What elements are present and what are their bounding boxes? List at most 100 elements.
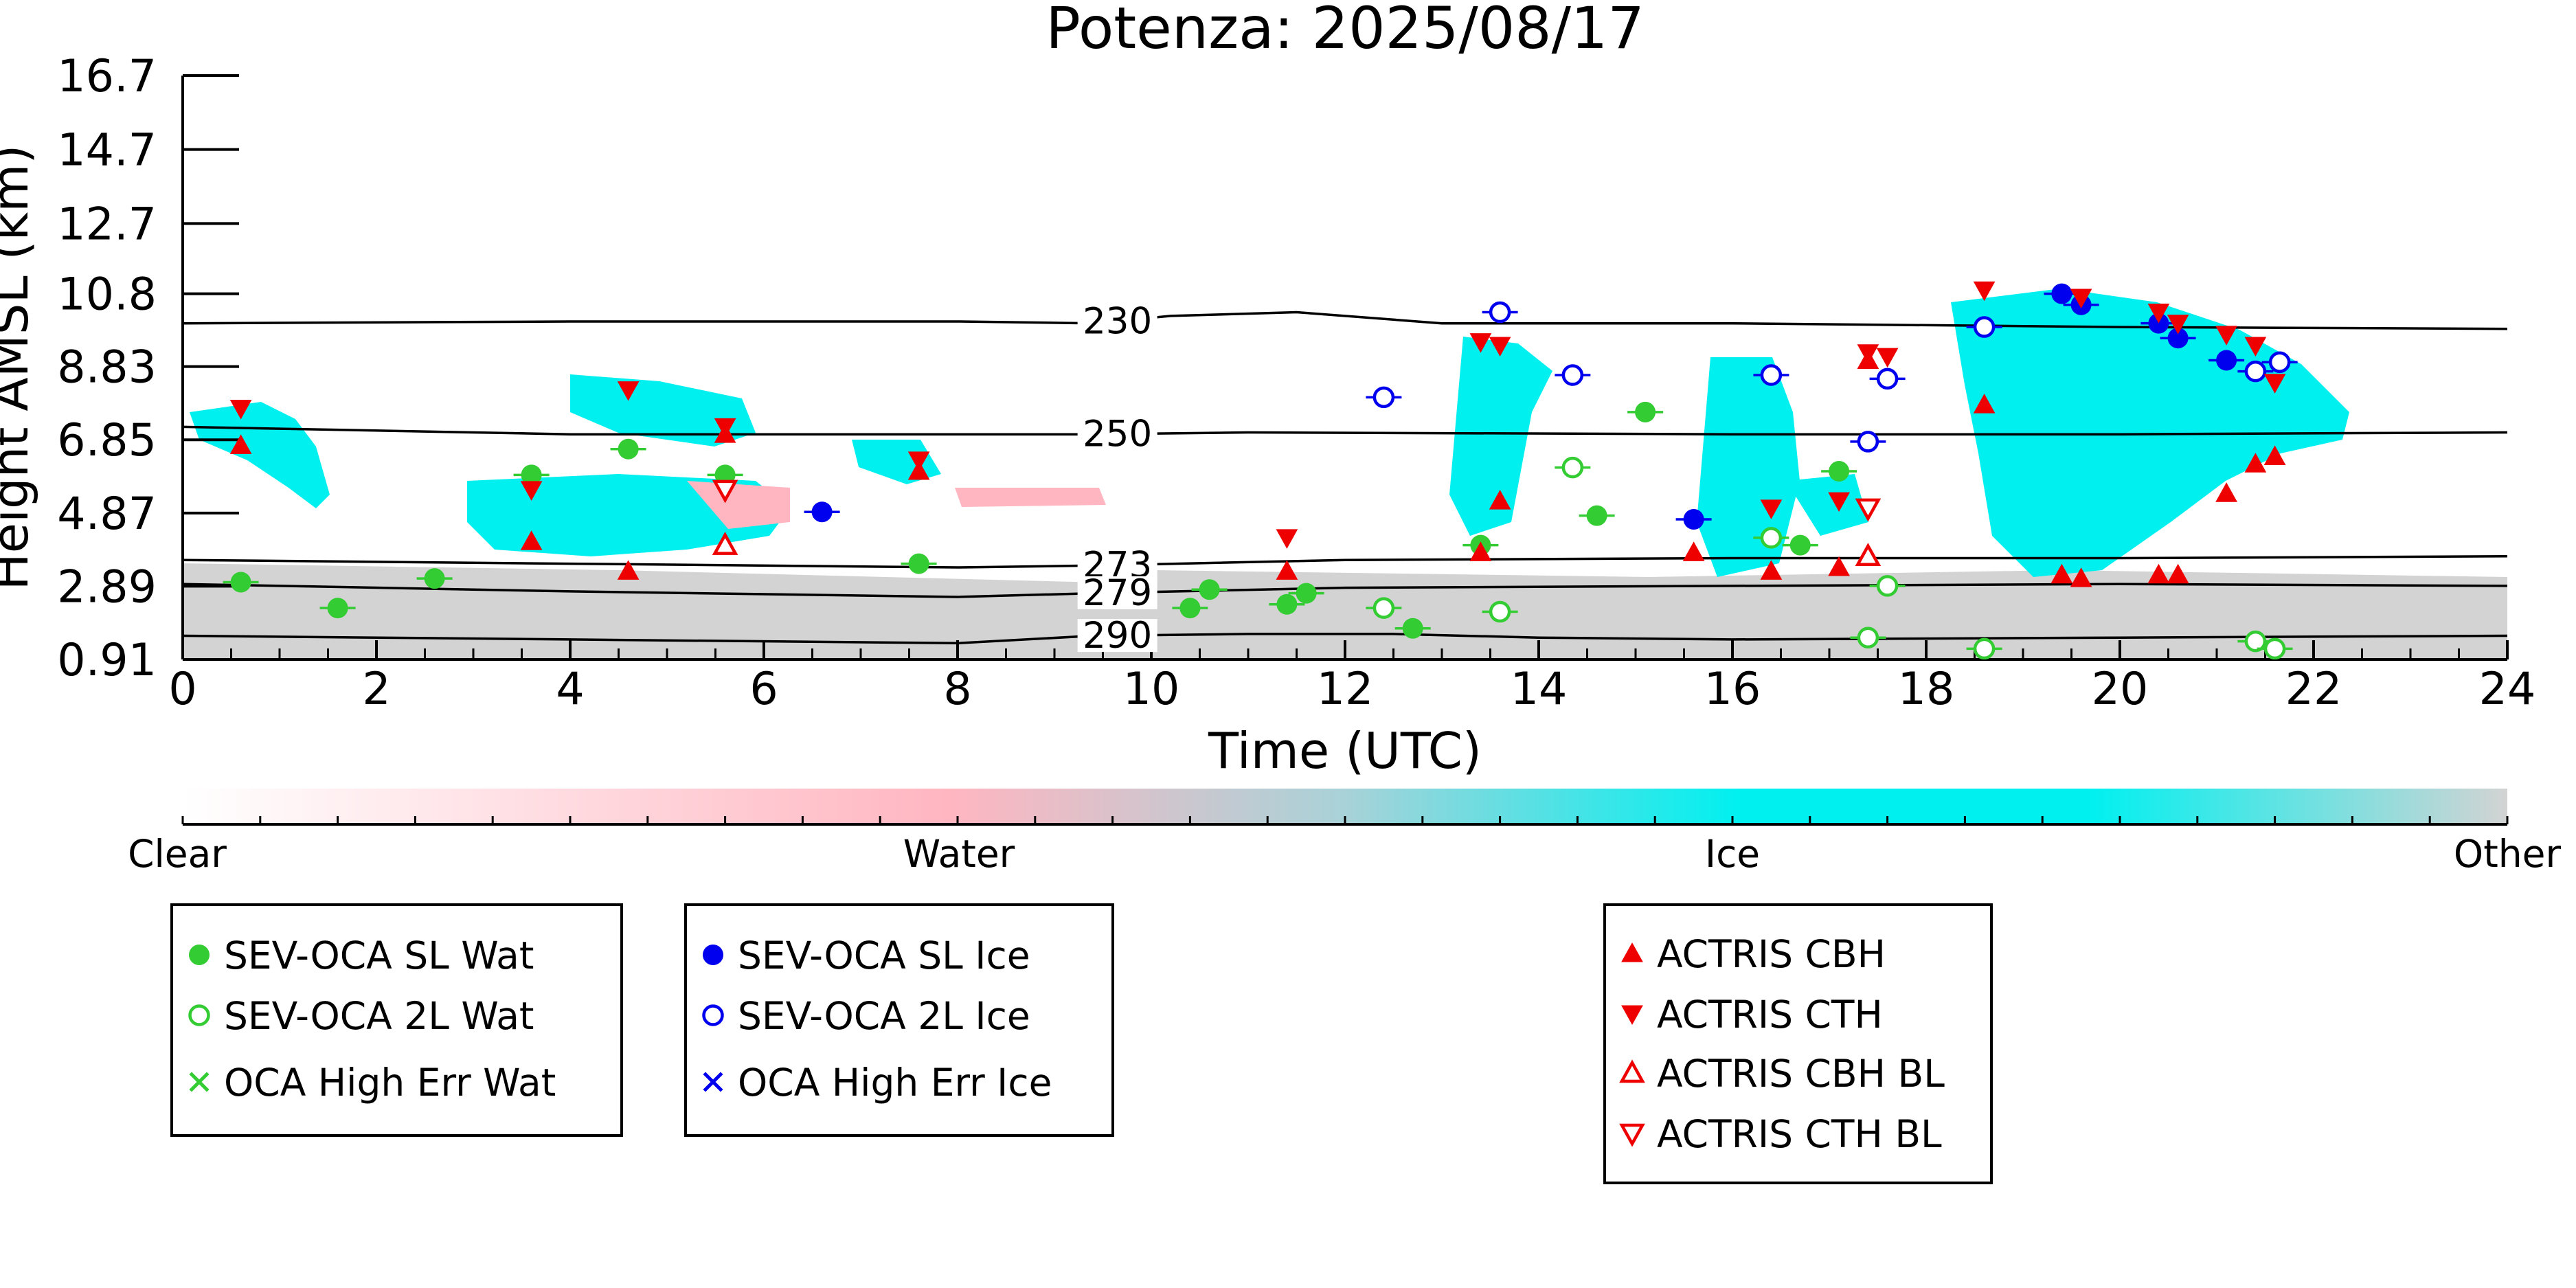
marker-triangle-up bbox=[2263, 445, 2286, 465]
marker-filled-circle bbox=[2216, 350, 2237, 371]
marker-open-circle bbox=[2244, 360, 2267, 383]
x-tick-label: 6 bbox=[749, 664, 778, 715]
marker-triangle-up bbox=[617, 560, 640, 580]
ice-cloud-region bbox=[570, 374, 756, 447]
marker-open-circle bbox=[1857, 431, 1879, 453]
marker-open-circle bbox=[1372, 597, 1395, 619]
legend-label: SEV-OCA SL Ice bbox=[738, 934, 1030, 978]
marker-triangle-up bbox=[2244, 453, 2267, 473]
legend-swatch bbox=[702, 1004, 724, 1026]
marker-triangle-down bbox=[2263, 374, 2286, 394]
marker-triangle-down bbox=[1973, 281, 1996, 302]
ice-cloud-region bbox=[1951, 289, 2349, 577]
marker-triangle-up bbox=[1973, 394, 1996, 414]
marker-open-circle bbox=[1876, 368, 1899, 390]
marker-open-circle bbox=[1760, 527, 1783, 549]
marker-triangle-down bbox=[1276, 529, 1298, 549]
marker-triangle-up bbox=[2050, 563, 2073, 584]
ground-clutter-region bbox=[1154, 570, 2507, 659]
legend-water: SEV-OCA SL Wat SEV-OCA 2L Wat OCA High E… bbox=[170, 903, 623, 1137]
marker-open-circle bbox=[188, 1004, 210, 1026]
marker-triangle-down bbox=[1857, 344, 1879, 364]
x-tick-label: 12 bbox=[1317, 664, 1374, 715]
marker-triangle-down bbox=[2215, 326, 2237, 346]
legend-item: SEV-OCA 2L Ice bbox=[702, 994, 1030, 1038]
marker-triangle-up bbox=[1489, 490, 1511, 510]
contour-label-bg bbox=[1077, 548, 1157, 582]
marker-triangle-up bbox=[2070, 567, 2092, 587]
marker-filled-circle bbox=[2148, 313, 2169, 334]
marker-triangle-down bbox=[2147, 304, 2170, 324]
contour-label-bg bbox=[1077, 417, 1157, 451]
marker-open-triangle-up bbox=[1855, 543, 1882, 567]
contour-250 bbox=[183, 425, 2507, 436]
legend-actris-box bbox=[1603, 903, 1993, 1184]
marker-filled-circle bbox=[2167, 328, 2189, 349]
marker-open-triangle-down bbox=[1619, 1123, 1645, 1147]
legend-actris: ACTRIS CBH ACTRIS CTH ACTRIS CBH BL ACTR… bbox=[1603, 903, 1993, 1184]
marker-triangle-down bbox=[2167, 315, 2189, 335]
legend-label: SEV-OCA 2L Ice bbox=[738, 994, 1030, 1038]
markers bbox=[223, 281, 2298, 659]
marker-open-circle bbox=[2268, 351, 2291, 373]
legend-swatch bbox=[1619, 1059, 1645, 1083]
x-tick-label: 0 bbox=[168, 664, 196, 715]
water-cloud-region bbox=[955, 488, 1106, 507]
x-tick-label: 4 bbox=[556, 664, 584, 715]
marker-triangle-down bbox=[714, 418, 736, 438]
legend-item: ACTRIS CBH bbox=[1621, 932, 1886, 976]
marker-triangle-down bbox=[1876, 348, 1899, 368]
marker-filled-circle bbox=[2051, 283, 2072, 304]
y-tick-label: 6.85 bbox=[57, 415, 157, 466]
marker-triangle-down bbox=[907, 451, 930, 471]
legend-swatch bbox=[189, 1072, 210, 1092]
contour-label: 250 bbox=[1083, 414, 1152, 455]
marker-open-circle bbox=[1857, 626, 1879, 648]
x-tick-label: 20 bbox=[2092, 664, 2149, 715]
marker-open-circle bbox=[1372, 386, 1395, 409]
series-actris-cbh-bl bbox=[712, 532, 1882, 567]
series-sev-oca-2l-wat bbox=[1366, 456, 2293, 659]
marker-filled-circle bbox=[1276, 594, 1298, 615]
legend-swatch bbox=[1621, 1005, 1643, 1026]
marker-triangle-up bbox=[1621, 942, 1643, 962]
chart-title: Potenza: 2025/08/17 bbox=[1046, 0, 1645, 62]
marker-triangle-up bbox=[1276, 560, 1298, 580]
marker-filled-circle bbox=[1402, 618, 1423, 639]
marker-triangle-up bbox=[1469, 541, 1492, 561]
legend-item: SEV-OCA SL Ice bbox=[703, 934, 1030, 978]
marker-open-circle bbox=[1561, 364, 1584, 386]
legend-swatch bbox=[188, 1004, 210, 1026]
x-tick-label: 14 bbox=[1511, 664, 1568, 715]
x-tick-label: 8 bbox=[943, 664, 971, 715]
marker-filled-circle bbox=[1829, 460, 1850, 482]
marker-triangle-down bbox=[229, 399, 252, 420]
marker-x bbox=[703, 1072, 723, 1092]
marker-triangle-up bbox=[520, 530, 543, 550]
x-ticks: 0 2 4 6 8 10 12 14 16 18 20 22 24 bbox=[168, 640, 2535, 715]
y-tick-label: 2.89 bbox=[57, 561, 157, 613]
y-tick-label: 14.7 bbox=[57, 125, 157, 177]
colorbar: Clear Water Ice Other bbox=[128, 789, 2561, 876]
series-sev-oca-sl-wat bbox=[223, 401, 1857, 639]
y-tick-label: 4.87 bbox=[57, 488, 157, 540]
marker-filled-circle bbox=[703, 945, 723, 965]
y-tick-label: 12.7 bbox=[57, 199, 157, 250]
marker-open-circle bbox=[2263, 637, 2286, 659]
marker-triangle-down bbox=[617, 381, 640, 401]
temperature-contours bbox=[183, 310, 2507, 645]
marker-triangle-up bbox=[1760, 560, 1783, 580]
ground-clutter-region bbox=[183, 563, 1154, 659]
legend-item: ACTRIS CTH BL bbox=[1619, 1112, 1942, 1156]
x-axis-label: Time (UTC) bbox=[1208, 722, 1482, 780]
series-actris-cbh bbox=[229, 349, 2286, 587]
contour-label-bg bbox=[1077, 304, 1157, 338]
series-actris-cth-bl bbox=[712, 479, 1882, 522]
contour-230 bbox=[183, 310, 2507, 330]
legend-item: ACTRIS CTH bbox=[1621, 993, 1883, 1037]
ice-cloud-region bbox=[190, 402, 330, 508]
legend-item: SEV-OCA 2L Wat bbox=[188, 994, 534, 1038]
marker-filled-circle bbox=[521, 464, 542, 486]
marker-filled-circle bbox=[1296, 583, 1317, 604]
